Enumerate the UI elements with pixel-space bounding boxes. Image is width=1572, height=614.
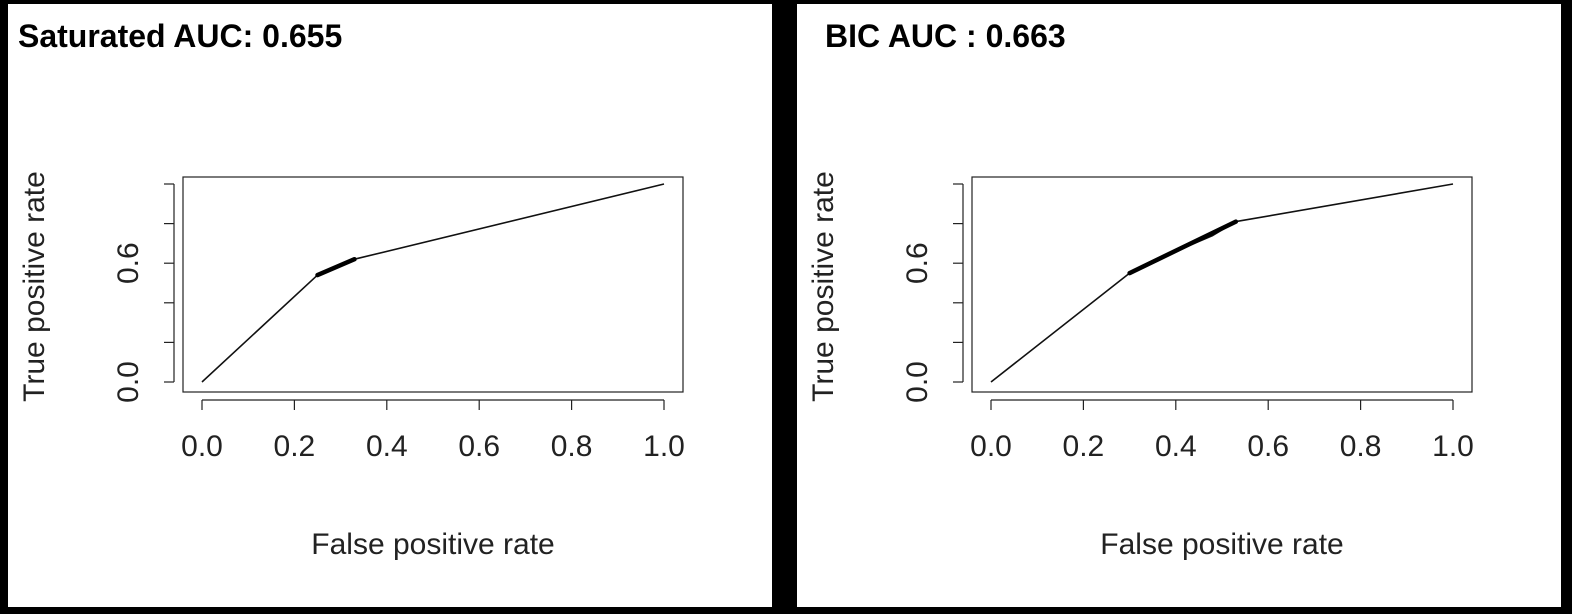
x-tick-label: 1.0 [1432, 430, 1474, 463]
x-tick-label: 0.8 [551, 430, 593, 463]
y-axis-title: True positive rate [18, 171, 51, 402]
y-axis-title: True positive rate [807, 171, 840, 402]
x-tick-label: 0.8 [1340, 430, 1382, 463]
x-tick-label: 0.6 [1247, 430, 1289, 463]
x-axis-title: False positive rate [1100, 528, 1343, 561]
roc-curve [201, 183, 665, 383]
chart-title: Saturated AUC: 0.655 [18, 18, 343, 54]
y-tick-label: 0.6 [901, 242, 934, 284]
roc-curve [990, 183, 1454, 383]
x-tick-label: 0.0 [970, 430, 1012, 463]
x-tick-label: 0.4 [1155, 430, 1197, 463]
y-tick-label: 0.0 [112, 361, 145, 403]
x-tick-label: 0.0 [181, 430, 223, 463]
chart-title: BIC AUC : 0.663 [825, 18, 1066, 54]
roc-panel-bic: BIC AUC : 0.663 0.0 0.2 0.4 0.6 0.8 1.0 0.0 0.6… [797, 4, 1561, 607]
x-tick-label: 0.6 [458, 430, 500, 463]
y-tick-label: 0.6 [112, 242, 145, 284]
x-tick-label: 0.2 [274, 430, 316, 463]
roc-dense-segment [1127, 219, 1239, 276]
roc-chart-bic: 0.0 0.2 0.4 0.6 0.8 1.0 0.0 0.6 False positive r… [807, 171, 1474, 561]
plot-area-frame [971, 176, 1473, 393]
x-tick-label: 0.2 [1063, 430, 1105, 463]
roc-panel-saturated: Saturated AUC: 0.655 0.0 0.2 0.4 0.6 0.8 1.0 0… [8, 4, 772, 607]
x-tick-label: 0.4 [366, 430, 408, 463]
roc-dense-segment [315, 256, 357, 278]
y-tick-label: 0.0 [901, 361, 934, 403]
x-tick-label: 1.0 [643, 430, 685, 463]
roc-chart-saturated: 0.0 0.2 0.4 0.6 0.8 1.0 0.0 0.6 False positive r… [18, 171, 685, 561]
plot-area-frame [182, 176, 684, 393]
x-axis-title: False positive rate [311, 528, 554, 561]
